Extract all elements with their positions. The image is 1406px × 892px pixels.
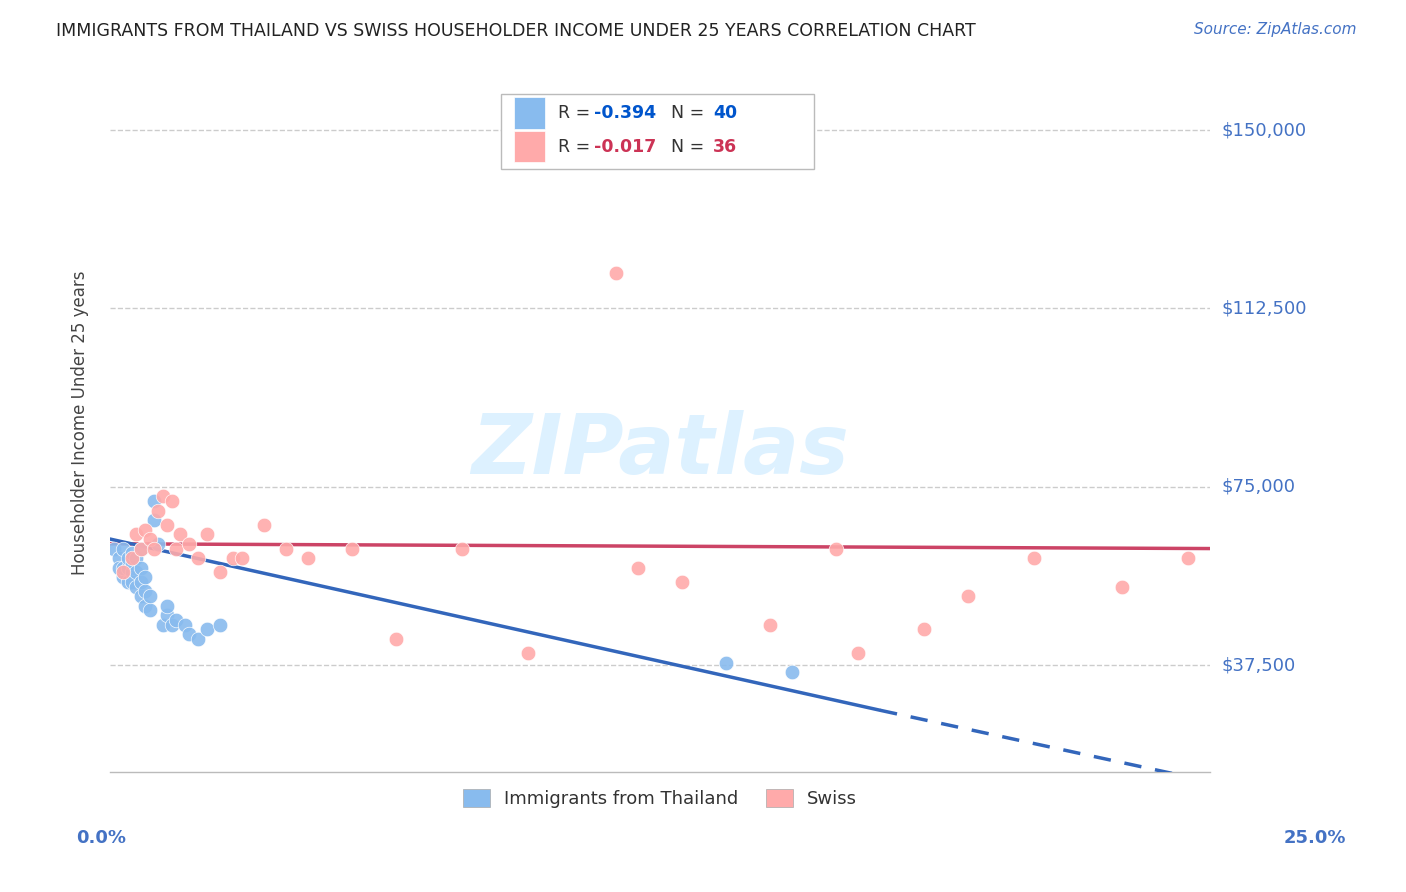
Point xyxy=(222,551,245,566)
Text: ZIPatlas: ZIPatlas xyxy=(471,410,849,491)
Point xyxy=(138,603,160,617)
Point xyxy=(1022,551,1045,566)
Point xyxy=(143,541,166,556)
Point xyxy=(117,560,139,574)
Point xyxy=(274,541,297,556)
Text: -0.394: -0.394 xyxy=(595,104,657,122)
Point xyxy=(825,541,848,556)
Point xyxy=(117,574,139,589)
Point xyxy=(160,494,183,508)
Point xyxy=(187,632,209,646)
Point xyxy=(129,541,152,556)
Text: $37,500: $37,500 xyxy=(1222,657,1295,674)
Point xyxy=(121,566,143,580)
Point xyxy=(129,560,152,574)
Text: $150,000: $150,000 xyxy=(1222,121,1306,139)
Text: R =: R = xyxy=(558,137,596,156)
FancyBboxPatch shape xyxy=(513,131,544,162)
Point xyxy=(152,617,174,632)
Point xyxy=(134,584,156,599)
Point xyxy=(1111,580,1133,594)
Point xyxy=(195,527,218,541)
Point xyxy=(671,574,693,589)
Point xyxy=(108,560,131,574)
Point xyxy=(253,517,276,532)
Point xyxy=(125,551,148,566)
Point xyxy=(1177,551,1199,566)
Point xyxy=(103,541,125,556)
Point xyxy=(846,646,869,660)
Point xyxy=(129,589,152,603)
Point xyxy=(156,608,179,623)
Point xyxy=(125,527,148,541)
Point xyxy=(165,541,187,556)
Point xyxy=(156,599,179,613)
Point xyxy=(121,556,143,570)
Point xyxy=(112,570,135,584)
Text: N =: N = xyxy=(659,137,710,156)
FancyBboxPatch shape xyxy=(513,97,544,129)
Point xyxy=(179,537,201,551)
Point xyxy=(112,541,135,556)
Point xyxy=(125,580,148,594)
Point xyxy=(169,527,191,541)
Point xyxy=(129,574,152,589)
Point xyxy=(297,551,319,566)
Text: 40: 40 xyxy=(713,104,737,122)
Point xyxy=(108,551,131,566)
Point xyxy=(125,566,148,580)
Point xyxy=(143,494,166,508)
Point xyxy=(627,560,650,574)
Point xyxy=(117,551,139,566)
Point xyxy=(138,589,160,603)
Point xyxy=(148,503,170,517)
Point xyxy=(187,551,209,566)
Point xyxy=(195,623,218,637)
Point xyxy=(156,517,179,532)
Point xyxy=(152,489,174,503)
Point xyxy=(165,613,187,627)
Text: R =: R = xyxy=(558,104,596,122)
Legend: Immigrants from Thailand, Swiss: Immigrants from Thailand, Swiss xyxy=(456,781,865,815)
Point xyxy=(957,589,980,603)
Point xyxy=(134,599,156,613)
Point xyxy=(385,632,408,646)
Text: $112,500: $112,500 xyxy=(1222,300,1306,318)
FancyBboxPatch shape xyxy=(501,94,814,169)
Point xyxy=(605,266,627,280)
Text: 25.0%: 25.0% xyxy=(1284,829,1346,847)
Point xyxy=(517,646,540,660)
Point xyxy=(129,541,152,556)
Point xyxy=(780,665,803,680)
Point xyxy=(451,541,474,556)
Text: 0.0%: 0.0% xyxy=(76,829,127,847)
Text: IMMIGRANTS FROM THAILAND VS SWISS HOUSEHOLDER INCOME UNDER 25 YEARS CORRELATION : IMMIGRANTS FROM THAILAND VS SWISS HOUSEH… xyxy=(56,22,976,40)
Point xyxy=(148,537,170,551)
Point xyxy=(134,523,156,537)
Text: Source: ZipAtlas.com: Source: ZipAtlas.com xyxy=(1194,22,1357,37)
Point xyxy=(173,617,195,632)
Text: 36: 36 xyxy=(713,137,737,156)
Point xyxy=(231,551,253,566)
Point xyxy=(714,656,737,670)
Point xyxy=(143,513,166,527)
Point xyxy=(340,541,363,556)
Point xyxy=(759,617,782,632)
Point xyxy=(134,570,156,584)
Point xyxy=(121,574,143,589)
Text: $75,000: $75,000 xyxy=(1222,478,1295,496)
Y-axis label: Householder Income Under 25 years: Householder Income Under 25 years xyxy=(72,270,89,574)
Point xyxy=(209,617,232,632)
Point xyxy=(112,566,135,580)
Point xyxy=(912,623,935,637)
Text: N =: N = xyxy=(659,104,710,122)
Point xyxy=(209,566,232,580)
Point xyxy=(121,551,143,566)
Point xyxy=(179,627,201,641)
Point xyxy=(138,532,160,546)
Point xyxy=(121,546,143,560)
Point xyxy=(160,617,183,632)
Point xyxy=(112,560,135,574)
Text: -0.017: -0.017 xyxy=(595,137,657,156)
